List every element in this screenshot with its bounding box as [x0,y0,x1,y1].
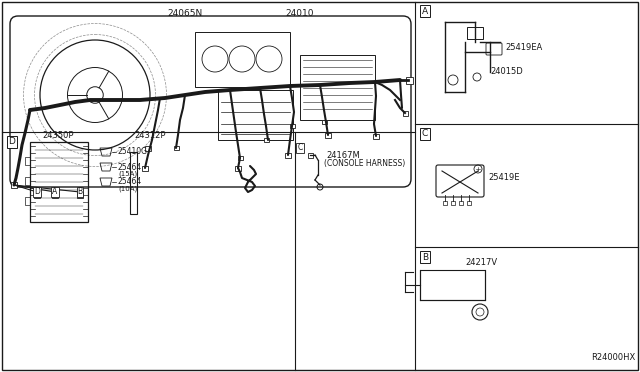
Bar [321,120,326,124]
Bar [467,27,483,39]
Bar [467,201,471,205]
Text: 24010: 24010 [285,9,314,18]
Bar [237,156,243,160]
Bar [403,110,408,115]
Text: A: A [422,6,428,16]
Bar [25,157,30,165]
Bar [235,166,241,170]
Text: 24065N: 24065N [168,9,203,18]
Text: B: B [422,253,428,262]
Bar [420,270,485,300]
Text: (15A): (15A) [118,171,137,177]
Bar [130,152,137,214]
Bar [406,77,413,83]
Bar [77,192,83,198]
Text: B: B [77,187,83,196]
Bar [218,90,293,140]
Text: 25464: 25464 [118,177,142,186]
Text: C: C [298,144,303,153]
Bar [145,145,151,151]
Text: 25419EA: 25419EA [505,43,542,52]
Bar [25,197,30,205]
Bar [173,146,179,150]
Text: 25419E: 25419E [488,173,520,182]
Bar [52,192,58,198]
Text: (CONSOLE HARNESS): (CONSOLE HARNESS) [324,159,405,168]
Text: D: D [8,138,15,147]
Bar [34,192,40,198]
Text: 25464: 25464 [118,163,142,171]
Text: 24015D: 24015D [490,67,523,76]
Bar [451,201,455,205]
Text: A: A [52,187,58,196]
Text: 24350P: 24350P [42,131,74,140]
Bar [459,201,463,205]
Bar [325,132,331,138]
Bar [195,32,290,87]
Text: R24000HX: R24000HX [591,353,635,362]
Text: (10A): (10A) [118,186,137,192]
Text: C: C [422,129,428,138]
Bar [289,124,294,128]
Text: D: D [34,187,40,196]
Bar [300,55,375,120]
Bar [25,177,30,185]
Bar [285,153,291,157]
Text: 24217V: 24217V [465,258,497,267]
Text: 25410G: 25410G [118,148,148,157]
Text: 24167M: 24167M [326,151,360,160]
Bar [264,138,269,142]
Bar [30,142,88,222]
Bar [11,182,17,188]
Bar [307,153,312,157]
Text: 24312P: 24312P [134,131,166,140]
Bar [443,201,447,205]
Bar [142,166,148,170]
Bar [373,134,379,138]
